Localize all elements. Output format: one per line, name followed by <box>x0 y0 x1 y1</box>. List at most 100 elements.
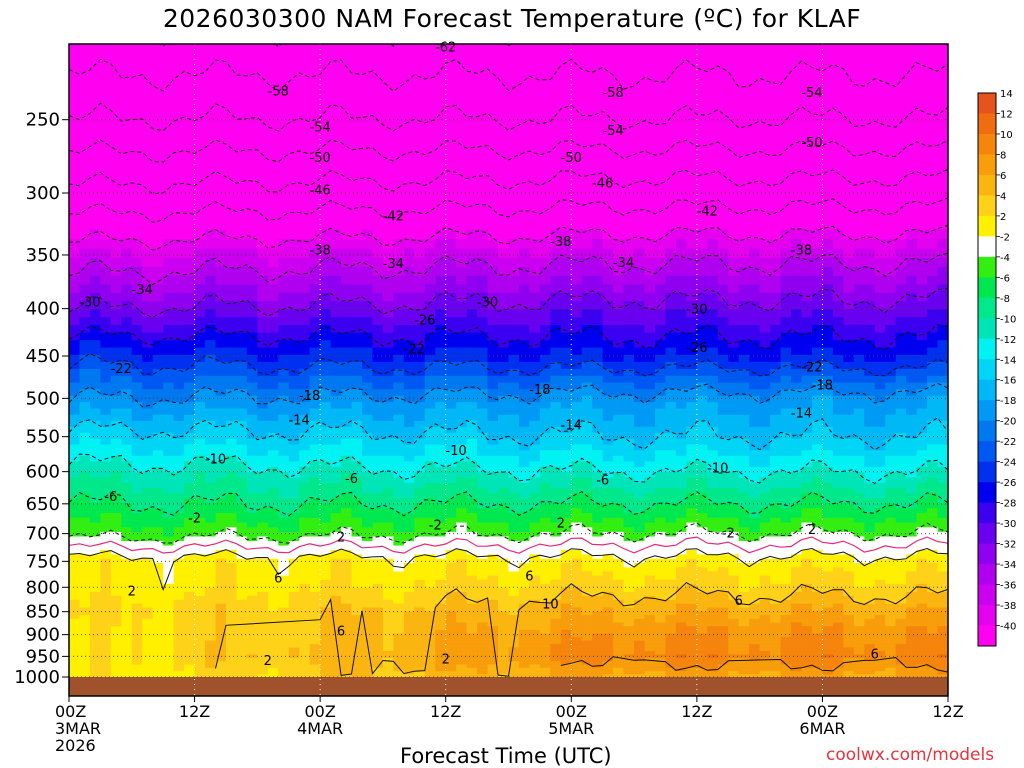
temperature-cell <box>69 583 81 588</box>
temperature-cell <box>309 621 321 627</box>
temperature-cell <box>142 639 154 645</box>
temperature-cell <box>362 650 374 655</box>
temperature-cell <box>393 432 405 439</box>
temperature-cell <box>529 492 541 499</box>
temperature-cell <box>414 544 426 550</box>
temperature-cell <box>110 45 122 62</box>
temperature-cell <box>225 587 238 592</box>
temperature-cell <box>246 103 258 118</box>
temperature-cell <box>560 492 572 499</box>
temperature-cell <box>330 606 342 612</box>
temperature-cell <box>288 460 300 467</box>
temperature-cell <box>330 575 342 580</box>
temperature-cell <box>89 414 101 421</box>
temperature-cell <box>372 228 384 240</box>
temperature-cell <box>278 266 290 276</box>
temperature-cell <box>372 388 384 396</box>
temperature-cell <box>403 361 415 369</box>
temperature-cell <box>69 438 81 445</box>
temperature-cell <box>320 346 332 355</box>
temperature-cell <box>215 89 227 104</box>
temperature-cell <box>403 653 415 658</box>
temperature-cell <box>487 610 499 616</box>
temperature-cell <box>205 663 217 668</box>
temperature-cell <box>414 502 426 509</box>
temperature-cell <box>498 395 510 403</box>
temperature-cell <box>184 575 196 580</box>
temperature-cell <box>257 636 269 641</box>
temperature-cell <box>173 512 185 518</box>
temperature-cell <box>487 218 499 230</box>
temperature-cell <box>330 218 342 230</box>
temperature-cell <box>539 566 551 572</box>
temperature-cell <box>487 388 499 396</box>
temperature-cell <box>560 460 572 467</box>
temperature-cell <box>445 257 457 267</box>
temperature-cell <box>278 521 290 528</box>
temperature-cell <box>330 621 342 627</box>
temperature-cell <box>550 332 562 341</box>
temperature-cell <box>382 599 394 604</box>
temperature-cell <box>246 75 258 91</box>
temperature-cell <box>330 476 342 483</box>
temperature-cell <box>142 512 154 518</box>
temperature-cell <box>257 570 269 576</box>
temperature-cell <box>278 535 290 542</box>
temperature-cell <box>466 670 478 675</box>
temperature-cell <box>225 361 238 369</box>
temperature-cell <box>550 460 562 467</box>
temperature-cell <box>414 426 426 433</box>
temperature-cell <box>309 646 321 652</box>
temperature-cell <box>69 632 81 638</box>
temperature-cell <box>539 570 551 576</box>
temperature-cell <box>163 670 175 675</box>
temperature-cell <box>225 629 238 634</box>
temperature-cell <box>393 89 405 104</box>
temperature-cell <box>456 639 468 645</box>
temperature-cell <box>362 407 374 415</box>
temperature-cell <box>299 266 311 276</box>
temperature-cell <box>236 208 248 220</box>
temperature-cell <box>236 482 248 489</box>
temperature-cell <box>152 354 164 362</box>
temperature-cell <box>424 407 436 415</box>
temperature-cell <box>341 45 353 62</box>
temperature-cell <box>131 460 143 467</box>
temperature-cell <box>435 521 447 528</box>
temperature-cell <box>121 507 133 513</box>
temperature-cell <box>529 562 541 568</box>
temperature-cell <box>466 238 478 249</box>
temperature-cell <box>288 587 300 592</box>
temperature-cell <box>414 629 426 634</box>
temperature-cell <box>225 426 238 433</box>
temperature-cell <box>194 639 206 645</box>
temperature-cell <box>445 218 457 230</box>
temperature-cell <box>267 153 279 166</box>
temperature-cell <box>403 455 415 462</box>
temperature-cell <box>466 553 478 559</box>
temperature-cell <box>131 535 143 542</box>
temperature-cell <box>508 116 520 130</box>
temperature-cell <box>309 432 321 439</box>
temperature-cell <box>110 636 122 641</box>
temperature-cell <box>121 449 133 456</box>
temperature-cell <box>393 141 405 155</box>
temperature-cell <box>508 667 520 672</box>
temperature-cell <box>393 476 405 483</box>
temperature-cell <box>236 381 248 390</box>
temperature-cell <box>100 324 112 333</box>
temperature-cell <box>215 375 227 383</box>
temperature-cell <box>341 629 353 634</box>
temperature-cell <box>100 449 112 456</box>
temperature-cell <box>466 165 478 178</box>
temperature-cell <box>372 426 384 433</box>
temperature-cell <box>539 432 551 439</box>
temperature-cell <box>529 614 541 619</box>
temperature-cell <box>288 562 300 568</box>
temperature-cell <box>508 89 520 104</box>
temperature-cell <box>215 300 227 310</box>
temperature-cell <box>414 332 426 341</box>
temperature-cell <box>351 471 363 478</box>
temperature-cell <box>403 60 415 77</box>
temperature-cell <box>477 587 489 592</box>
